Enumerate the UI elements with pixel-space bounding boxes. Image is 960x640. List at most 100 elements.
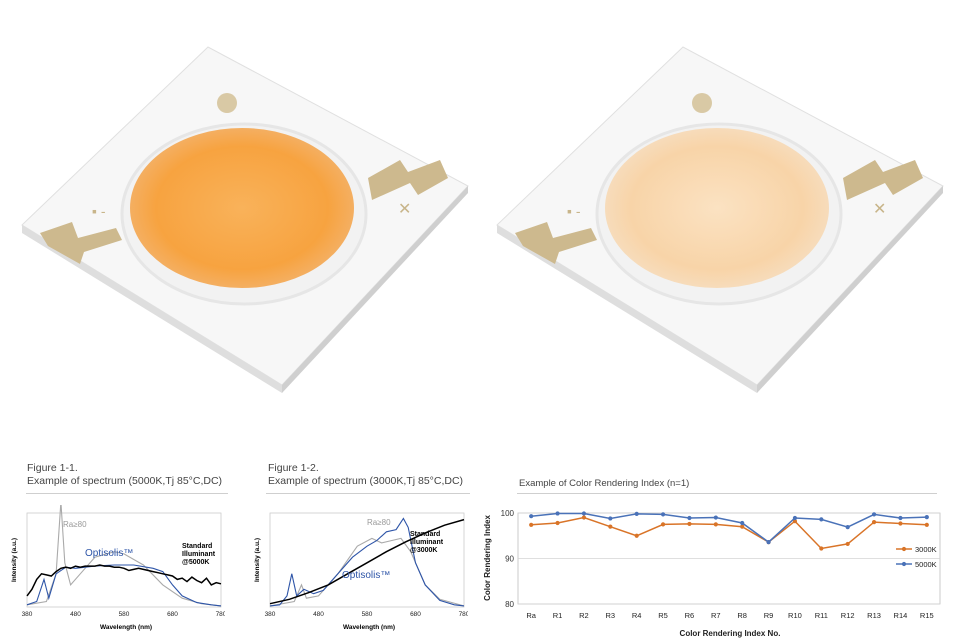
series-line-2 [26, 564, 222, 597]
plot-frame [269, 512, 465, 608]
led-image-3000k: ▪ - ✕ [496, 46, 944, 393]
cri-chart-title: Example of Color Rendering Index (n=1) [519, 478, 690, 489]
data-point-5000K-R4 [634, 511, 639, 517]
x-tick-label: 380 [265, 611, 276, 618]
y-tick-label: 90 [505, 555, 514, 564]
annotation-standard-1: Standard [410, 531, 440, 538]
mount-hole [692, 93, 712, 113]
x-tick-label: R5 [658, 611, 668, 620]
series-line-2 [269, 518, 465, 605]
data-point-3000K-R7 [713, 522, 718, 527]
emitter-5000k [130, 128, 354, 288]
data-point-3000K-R13 [871, 520, 877, 525]
data-point-5000K-R6 [687, 515, 692, 521]
data-point-3000K-Ra [529, 522, 534, 527]
data-point-5000K-R14 [898, 515, 903, 521]
x-tick-label: 580 [362, 611, 373, 618]
x-tick-label: R10 [788, 611, 802, 620]
plus-mark: ✕ [873, 201, 886, 218]
x-tick-label: R1 [553, 611, 563, 620]
data-point-5000K-R2 [581, 511, 587, 516]
x-tick-label: Ra [526, 611, 536, 620]
led-image-5000k: ▪ - ✕ [21, 46, 469, 393]
figure-1-1-rule [26, 493, 228, 494]
data-point-3000K-R3 [608, 524, 613, 529]
data-point-3000K-R15 [924, 522, 929, 527]
x-tick-label: R8 [737, 611, 747, 620]
x-tick-label: R2 [579, 611, 589, 620]
x-axis-label: Wavelength (nm) [100, 624, 152, 631]
x-tick-label: R12 [841, 611, 855, 620]
data-point-3000K-R5 [660, 522, 666, 527]
pad-right [843, 160, 923, 200]
x-axis-label: Wavelength (nm) [343, 624, 395, 631]
series-line-0 [26, 505, 222, 607]
annotation-ra80: Ra≥80 [367, 518, 391, 527]
pad-right [368, 160, 448, 200]
x-tick-label: 480 [70, 611, 81, 618]
plus-mark: ✕ [398, 201, 411, 218]
annotation-standard-3: @3000K [410, 547, 437, 554]
figure-1-2-rule [266, 493, 470, 494]
emitter-3000k [605, 128, 829, 288]
data-point-5000K-R13 [871, 512, 877, 517]
x-tick-label: R3 [606, 611, 616, 620]
cri-title-rule [517, 493, 937, 494]
x-tick-label: R7 [711, 611, 721, 620]
legend-label: 3000K [915, 545, 937, 554]
data-point-5000K-R15 [924, 514, 929, 520]
data-point-3000K-R4 [634, 533, 639, 538]
y-axis-label: Color Rendering Index [483, 515, 492, 601]
data-point-5000K-R10 [792, 515, 798, 521]
y-tick-label: 100 [501, 509, 515, 518]
x-tick-label: 780 [459, 611, 468, 618]
x-tick-label: 780 [216, 611, 225, 618]
data-point-3000K-R12 [845, 541, 850, 547]
data-point-5000K-R7 [713, 515, 718, 520]
data-point-3000K-R14 [898, 521, 903, 526]
data-point-3000K-R6 [687, 521, 692, 527]
series-line-3000K [531, 516, 927, 550]
data-point-3000K-R11 [819, 546, 824, 551]
data-point-5000K-R5 [660, 512, 666, 517]
x-axis-label: Color Rendering Index No. [680, 629, 781, 638]
annotation-standard-2: Illuminant [182, 551, 216, 558]
data-point-3000K-R2 [581, 515, 587, 520]
data-point-3000K-R10 [792, 519, 798, 524]
x-tick-label: 480 [313, 611, 324, 618]
data-point-5000K-R1 [555, 511, 560, 516]
data-point-5000K-R3 [608, 516, 613, 521]
x-tick-label: R9 [764, 611, 774, 620]
x-tick-label: 680 [410, 611, 421, 618]
y-axis-label: Intensity (a.u.) [254, 538, 261, 582]
figure-1-1-label: Figure 1-1. [27, 462, 78, 474]
legend-label: 5000K [915, 560, 937, 569]
x-tick-label: R11 [815, 611, 828, 620]
annotation-optisolis: Optisolis™ [342, 570, 390, 581]
led-board-edge [497, 225, 757, 393]
annotation-standard-1: Standard [182, 543, 212, 550]
y-tick-label: 80 [505, 600, 514, 609]
annotation-standard-2: Illuminant [410, 539, 444, 546]
x-tick-label: 580 [119, 611, 130, 618]
figure-1-2-label: Figure 1-2. [268, 462, 319, 474]
figure-1-1-title: Example of spectrum (5000K,Tj 85°C,DC) [27, 475, 223, 487]
series-line-1 [26, 564, 222, 607]
y-axis-label: Intensity (a.u.) [11, 538, 18, 582]
x-tick-label: 380 [22, 611, 33, 618]
series-line-1 [269, 517, 465, 607]
data-point-5000K-R12 [845, 525, 850, 530]
x-tick-label: 680 [167, 611, 178, 618]
annotation-standard-3: @5000K [182, 559, 209, 566]
led-board-edge [22, 225, 282, 393]
data-point-5000K-Ra [529, 514, 534, 519]
pad-left [40, 222, 122, 264]
x-tick-label: R15 [920, 611, 934, 620]
data-point-5000K-R8 [740, 520, 745, 526]
annotation-optisolis: Optisolis™ [85, 548, 133, 559]
legend-marker [901, 561, 907, 567]
series-line-5000K [531, 512, 927, 544]
data-point-3000K-R8 [740, 524, 745, 529]
pad-left [515, 222, 597, 264]
minus-mark: ▪ - [567, 203, 581, 219]
